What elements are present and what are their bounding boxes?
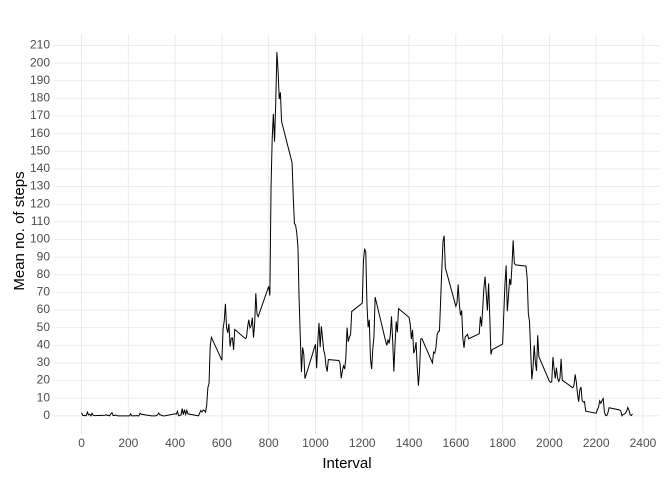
- y-tick-label: 170: [30, 108, 50, 122]
- y-tick-label: 40: [37, 337, 51, 351]
- y-axis-title: Mean no. of steps: [11, 171, 28, 290]
- y-tick-label: 180: [30, 91, 50, 105]
- x-tick-label: 2400: [630, 436, 657, 450]
- x-tick-label: 200: [118, 436, 138, 450]
- x-tick-label: 1200: [349, 436, 376, 450]
- x-tick-label: 1800: [489, 436, 516, 450]
- data-line: [81, 52, 633, 417]
- y-tick-label: 60: [37, 302, 51, 316]
- y-tick-label: 160: [30, 126, 50, 140]
- x-tick-label: 0: [78, 436, 85, 450]
- x-tick-label: 1400: [396, 436, 423, 450]
- x-tick-label: 800: [259, 436, 279, 450]
- y-tick-label: 140: [30, 161, 50, 175]
- x-axis-title: Interval: [322, 455, 371, 472]
- x-tick-label: 400: [165, 436, 185, 450]
- x-tick-label: 1000: [302, 436, 329, 450]
- x-tick-label: 600: [212, 436, 232, 450]
- y-tick-label: 210: [30, 38, 50, 52]
- y-tick-label: 150: [30, 143, 50, 157]
- y-tick-label: 130: [30, 179, 50, 193]
- x-tick-label: 1600: [442, 436, 469, 450]
- y-tick-label: 90: [37, 249, 51, 263]
- y-tick-label: 10: [37, 390, 51, 404]
- y-tick-label: 70: [37, 285, 51, 299]
- y-tick-label: 20: [37, 373, 51, 387]
- x-tick-label: 2000: [536, 436, 563, 450]
- y-tick-label: 50: [37, 320, 51, 334]
- y-tick-label: 120: [30, 196, 50, 210]
- y-tick-label: 200: [30, 55, 50, 69]
- y-tick-label: 110: [31, 214, 50, 228]
- y-tick-label: 100: [30, 232, 50, 246]
- x-tick-label: 2200: [583, 436, 610, 450]
- y-tick-label: 190: [30, 73, 50, 87]
- y-tick-label: 0: [43, 408, 50, 422]
- y-tick-label: 80: [37, 267, 51, 281]
- y-tick-label: 30: [37, 355, 51, 369]
